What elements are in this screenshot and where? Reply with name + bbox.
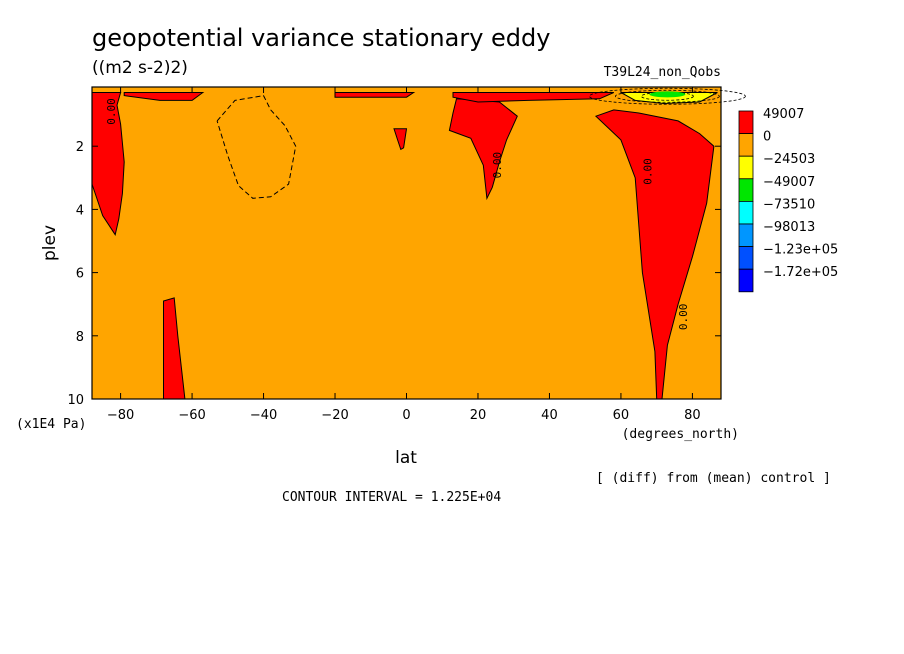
experiment-label: T39L24_non_Qobs	[604, 65, 721, 80]
y-tick-label-0: 2	[76, 140, 84, 155]
negative-contour-sh-mid	[216, 95, 297, 199]
x-tick-label-4: 0	[402, 408, 410, 423]
region-positive-nh-subtropics	[448, 98, 518, 201]
x-tick-label-6: 40	[541, 408, 558, 423]
legend-label-4: −73510	[763, 197, 815, 212]
contour-label-2: 0.00	[641, 158, 654, 185]
region-positive-sh-top-strip	[123, 92, 205, 101]
region-shape-positive-sh-high-lat	[91, 92, 125, 236]
region-shape-positive-nh-high-lat	[594, 109, 715, 400]
legend-label-2: −24503	[763, 152, 815, 167]
legend-swatch-1	[738, 133, 754, 157]
legend-label-7: −1.72e+05	[763, 265, 838, 280]
negative-ripple-1	[614, 89, 720, 103]
chart-units: ((m2 s-2)2)	[92, 58, 188, 78]
x-tick-label-0: −80	[107, 408, 134, 423]
x-tick-label-5: 20	[470, 408, 487, 423]
x-axis-title: lat	[395, 448, 417, 468]
region-shape-positive-equator-blob	[393, 128, 408, 151]
negative-core	[649, 91, 686, 98]
y-tick-label-3: 8	[76, 330, 84, 345]
legend-swatch-4	[738, 200, 754, 225]
y-tick-label-2: 6	[76, 267, 84, 282]
x-tick-label-7: 60	[613, 408, 630, 423]
x-tick-label-2: −40	[250, 408, 277, 423]
x-tick-label-3: −20	[321, 408, 348, 423]
legend-label-5: −98013	[763, 220, 815, 235]
legend-swatch-7	[738, 268, 754, 293]
legend-label-1: 0	[763, 130, 771, 145]
legend-swatch-5	[738, 223, 754, 248]
contour-label-1: 0.00	[491, 152, 504, 179]
legend-swatch-0	[738, 110, 754, 135]
y-tick-label-1: 4	[76, 203, 84, 218]
legend-label-6: −1.23e+05	[763, 243, 838, 258]
region-shape-negative-nh-pole-top	[620, 92, 718, 105]
y-tick-label-4: 10	[67, 393, 84, 408]
x-tick-label-8: 80	[684, 408, 701, 423]
region-shape-positive-sh-top-strip	[123, 92, 205, 101]
contour-label-0: 0.00	[105, 98, 118, 125]
legend-label-3: −49007	[763, 175, 815, 190]
contour-interval: CONTOUR INTERVAL = 1.225E+04	[282, 490, 501, 505]
region-positive-top-mid	[334, 92, 416, 98]
diff-note: [ (diff) from (mean) control ]	[596, 471, 831, 486]
contour-label-3: 0.00	[677, 304, 690, 331]
region-positive-sh-high-lat	[91, 92, 125, 236]
region-positive-nh-high-lat	[594, 109, 715, 400]
negative-ripple-2	[588, 87, 746, 105]
y-axis-title: plev	[40, 225, 60, 261]
plot-area	[92, 87, 721, 399]
region-shape-positive-nh-top-strip	[452, 92, 615, 103]
region-negative-nh-pole-top	[620, 92, 718, 105]
legend-label-0: 49007	[763, 107, 804, 122]
legend-swatch-3	[738, 178, 754, 202]
x-axis-units: (degrees_north)	[622, 427, 739, 442]
x-tick-label-1: −60	[178, 408, 205, 423]
region-positive-equator-blob	[393, 128, 408, 151]
chart-title: geopotential variance stationary eddy	[92, 24, 550, 52]
region-shape-positive-top-mid	[334, 92, 416, 98]
y-axis-units: (x1E4 Pa)	[16, 417, 86, 432]
legend: 49007 0 −24503 −49007 −73510 −98013 −1.23e+05 −…	[738, 107, 838, 293]
region-shape-positive-nh-subtropics	[448, 98, 518, 201]
legend-swatch-6	[738, 246, 754, 270]
legend-swatch-2	[738, 155, 754, 180]
region-positive-nh-top-strip	[452, 92, 615, 103]
